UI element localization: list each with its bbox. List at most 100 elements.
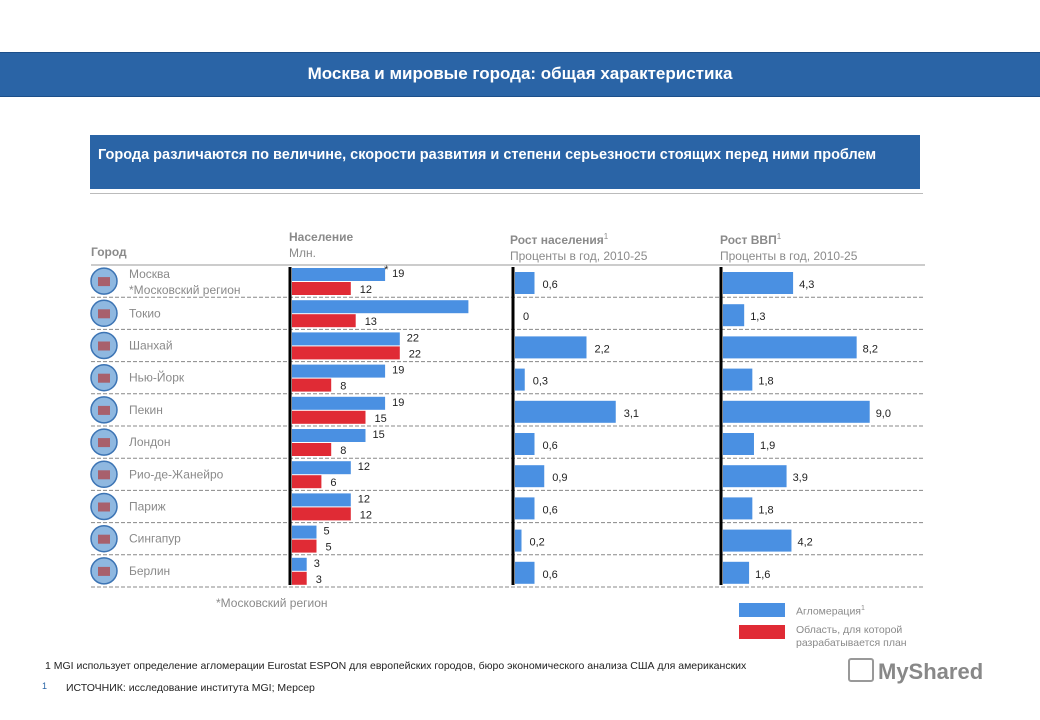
watermark-logo: MyShared (848, 658, 983, 685)
population-agglomeration-bar (292, 525, 317, 539)
population-plan-area-label: 15 (375, 413, 387, 425)
population-plan-area-bar (292, 410, 366, 424)
watermark-icon (848, 658, 874, 682)
popgrowth-bar (515, 336, 587, 359)
population-plan-area-bar (292, 282, 351, 295)
gdp-bar (723, 497, 753, 520)
column-header-city: Город (91, 245, 127, 259)
population-agglomeration-label: 15 (373, 429, 385, 441)
gdp-bar (723, 465, 787, 488)
city-name: Берлин (129, 564, 170, 578)
legend-swatch-plan-area (739, 625, 785, 639)
popgrowth-label: 0,9 (552, 472, 567, 484)
population-plan-area-bar (292, 507, 351, 521)
population-agglomeration-label: 3 (314, 558, 320, 570)
city-name: Москва (129, 267, 170, 281)
population-agglomeration-bar (292, 332, 400, 346)
city-icon-building (98, 309, 110, 319)
gdp-bar (723, 400, 870, 423)
city-icon-building (98, 373, 110, 383)
population-plan-area-label: 8 (340, 445, 346, 457)
gdp-label: 1,3 (750, 311, 765, 323)
population-plan-area-bar (292, 539, 317, 553)
city-name: Париж (129, 500, 166, 514)
gdp-bar (723, 368, 753, 391)
city-icon-building (98, 341, 110, 351)
population-agglomeration-bar (292, 461, 351, 475)
gdp-label: 4,3 (799, 279, 814, 291)
popgrowth-bar (515, 368, 525, 391)
popgrowth-bar (515, 497, 535, 520)
population-agglomeration-bar (292, 429, 366, 442)
population-agglomeration-label: 22 (407, 332, 419, 344)
source-note: ИСТОЧНИК: исследование института MGI; Ме… (66, 682, 315, 694)
popgrowth-label: 0,2 (530, 537, 545, 549)
popgrowth-bar (515, 529, 522, 552)
population-agglomeration-label: 19 (392, 365, 404, 377)
population-plan-area-label: 8 (340, 381, 346, 393)
page-title: Москва и мировые города: общая характери… (307, 64, 733, 83)
population-agglomeration-label: 12 (358, 493, 370, 505)
city-icon-building (98, 277, 110, 287)
city-name: Токио (129, 306, 161, 320)
population-agglomeration-bar (292, 268, 386, 281)
population-plan-area-bar (292, 314, 356, 328)
population-plan-area-bar (292, 346, 400, 360)
population-plan-area-label: 3 (316, 574, 322, 586)
gdp-label: 3,9 (793, 472, 808, 484)
city-icon-building (98, 438, 110, 448)
column-header-population: Население Млн. (289, 230, 354, 260)
city-icon-building (98, 534, 110, 544)
gdp-bar (723, 433, 754, 455)
city-icon-building (98, 470, 110, 480)
header-bar (0, 52, 1040, 97)
moscow-asterisk: * (384, 264, 389, 276)
popgrowth-label: 3,1 (624, 408, 639, 420)
city-icon-building (98, 502, 110, 512)
city-name: Сингапур (129, 532, 181, 546)
column-header-gdp: Рост ВВП1 Проценты в год, 2010-25 (720, 232, 858, 263)
gdp-bar (723, 561, 750, 584)
gdp-label: 8,2 (863, 343, 878, 355)
gdp-bar (723, 529, 792, 552)
population-agglomeration-label: 19 (392, 268, 404, 280)
popgrowth-label: 0,6 (543, 440, 558, 452)
subtitle-box (90, 135, 920, 189)
popgrowth-bar (515, 433, 535, 455)
popgrowth-label: 0,6 (543, 279, 558, 291)
city-icon-building (98, 405, 110, 415)
city-name: Шанхай (129, 339, 173, 353)
population-plan-area-label: 6 (330, 477, 336, 489)
moscow-region-note: *Московский регион (216, 596, 328, 610)
footnote-1: 1 MGI использует определение агломерации… (45, 660, 747, 672)
population-plan-area-bar (292, 378, 332, 392)
population-plan-area-bar (292, 443, 332, 456)
popgrowth-bar (515, 400, 616, 423)
gdp-label: 1,9 (760, 440, 775, 452)
page-number: 1 (42, 681, 48, 691)
city-name: Нью-Йорк (129, 370, 185, 385)
population-plan-area-label: 12 (360, 509, 372, 521)
gdp-bar (723, 336, 857, 359)
legend-label-plan-area: Область, для которой разрабатывается пла… (796, 624, 907, 649)
city-sublabel: *Московский регион (129, 283, 241, 297)
city-icon-building (98, 566, 110, 576)
population-agglomeration-bar (292, 300, 469, 314)
city-name: Лондон (129, 435, 170, 449)
popgrowth-bar (515, 561, 535, 584)
gdp-label: 9,0 (876, 408, 891, 420)
gdp-bar (723, 272, 794, 294)
subtitle-divider (90, 193, 923, 194)
population-plan-area-label: 5 (326, 542, 332, 554)
population-agglomeration-label: 5 (324, 526, 330, 538)
popgrowth-label: 0,6 (543, 569, 558, 581)
popgrowth-label: 0 (523, 311, 529, 323)
legend-swatch-agglomeration (739, 603, 785, 617)
city-name: Пекин (129, 403, 163, 417)
population-agglomeration-label: 12 (358, 461, 370, 473)
population-agglomeration-label: 19 (392, 397, 404, 409)
column-header-popgrowth: Рост населения1 Проценты в год, 2010-25 (510, 232, 648, 263)
popgrowth-bar (515, 465, 545, 488)
population-agglomeration-bar (292, 396, 386, 410)
